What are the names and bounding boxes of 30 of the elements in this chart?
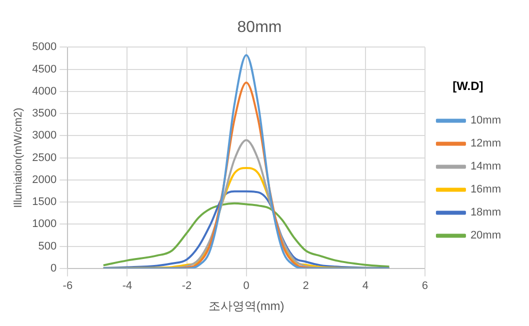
y-tick-label: 500 [38, 240, 57, 252]
x-tick-label: 2 [302, 280, 309, 292]
x-tick-label: -6 [62, 280, 73, 292]
x-axis-title: 조사영역(mm) [208, 299, 284, 314]
y-tick-label: 3000 [32, 130, 57, 142]
line-series [102, 202, 390, 268]
y-axis-title: Illumiation(mW/cm2) [12, 108, 25, 208]
legend-label: 12mm [470, 138, 501, 150]
y-tick-label: 4000 [32, 85, 57, 98]
x-tick-label: 0 [243, 280, 250, 292]
y-tick-label: 1000 [32, 218, 57, 230]
x-tick-label: -2 [182, 280, 192, 292]
y-tick-label: 2500 [32, 152, 57, 164]
chart-title: 80mm [237, 19, 282, 36]
legend-label: 18mm [470, 206, 501, 219]
legend-title: [W.D] [452, 79, 484, 94]
legend-label: 10mm [470, 114, 501, 127]
line-series [102, 190, 390, 268]
y-tick-label: 4500 [32, 63, 57, 76]
x-tick-label: 6 [422, 280, 428, 292]
y-tick-label: 1500 [32, 196, 57, 208]
x-tick-label: -4 [122, 280, 132, 292]
legend-label: 16mm [470, 184, 501, 196]
y-tick-label: 3500 [32, 108, 57, 120]
legend-label: 14mm [470, 160, 501, 173]
x-tick-label: 4 [362, 280, 368, 292]
y-tick-label: 5000 [32, 41, 57, 54]
legend-label: 20mm [470, 230, 501, 242]
y-tick-label: 0 [50, 262, 57, 274]
y-tick-label: 2000 [32, 174, 57, 186]
